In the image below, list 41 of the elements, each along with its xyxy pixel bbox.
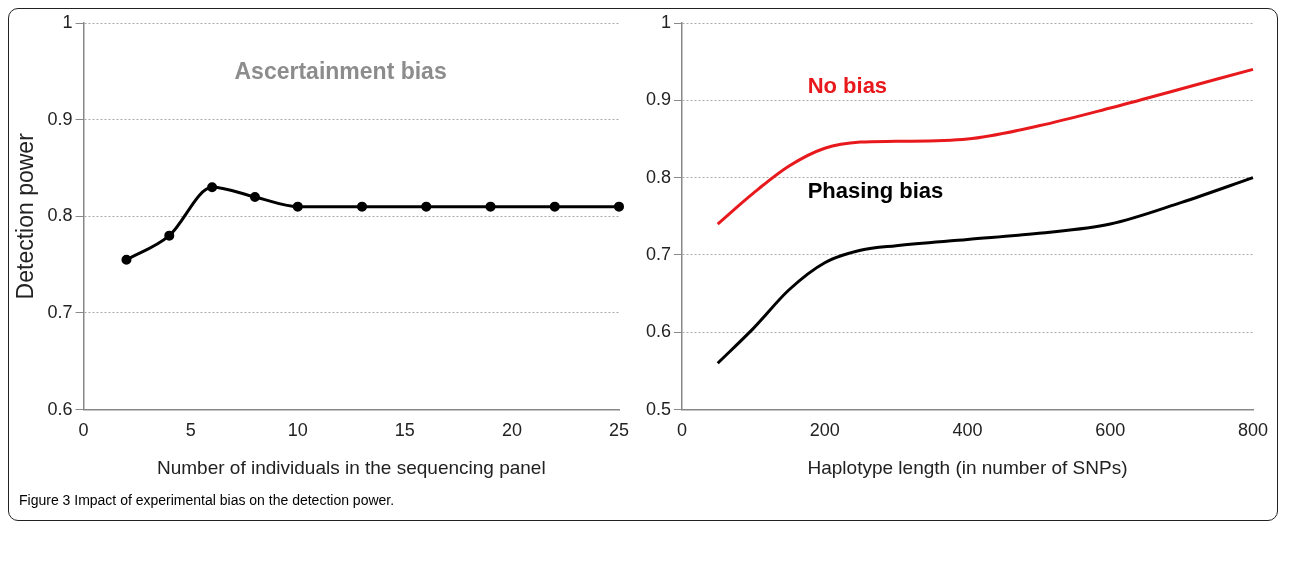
y-tick-label: 0.7 bbox=[645, 243, 672, 264]
x-axis-title: Haplotype length (in number of SNPs) bbox=[807, 456, 1128, 478]
x-tick-label: 0 bbox=[78, 420, 89, 441]
y-tick-label: 0.6 bbox=[47, 398, 73, 419]
x-tick-label: 400 bbox=[952, 420, 983, 441]
x-tick-label: 200 bbox=[809, 420, 840, 441]
x-tick-label: 10 bbox=[287, 420, 308, 441]
x-tick-label: 25 bbox=[608, 420, 630, 441]
caption: Figure 3 Impact of experimental bias on the detection power. bbox=[18, 491, 396, 510]
series-label: Phasing bias bbox=[807, 178, 944, 204]
x-tick-label: 20 bbox=[501, 420, 522, 441]
point bbox=[164, 230, 175, 241]
series-label: No bias bbox=[807, 73, 888, 99]
y-tick-label: 0.5 bbox=[645, 398, 672, 419]
x-tick-label: 15 bbox=[394, 420, 415, 441]
point bbox=[549, 201, 560, 212]
point bbox=[421, 201, 432, 212]
text: Ascertainment bias bbox=[234, 58, 447, 85]
y-tick-label: 0.8 bbox=[47, 205, 73, 226]
y-tick-label: 0.7 bbox=[47, 301, 73, 322]
y-tick-label: 0.9 bbox=[645, 89, 672, 110]
y-tick-label: 1 bbox=[661, 11, 672, 32]
line-series bbox=[716, 67, 1255, 226]
x-tick-label: 5 bbox=[185, 420, 196, 441]
point bbox=[207, 182, 218, 193]
point bbox=[249, 191, 260, 202]
y-tick-label: 0.8 bbox=[645, 166, 672, 187]
x-tick-label: 800 bbox=[1237, 420, 1269, 441]
y-axis-title: Detection power bbox=[12, 132, 39, 300]
point bbox=[614, 201, 624, 212]
point bbox=[121, 254, 132, 265]
line-series bbox=[716, 176, 1255, 365]
y-tick-label: 1 bbox=[62, 11, 73, 32]
y-tick-label: 0.6 bbox=[645, 321, 672, 342]
point bbox=[292, 201, 303, 212]
x-axis-title: Number of individuals in the sequencing panel bbox=[156, 456, 546, 478]
point bbox=[357, 201, 368, 212]
x-tick-label: 600 bbox=[1095, 420, 1126, 441]
point bbox=[485, 201, 496, 212]
x-tick-label: 0 bbox=[677, 420, 688, 441]
y-tick-label: 0.9 bbox=[47, 108, 73, 129]
